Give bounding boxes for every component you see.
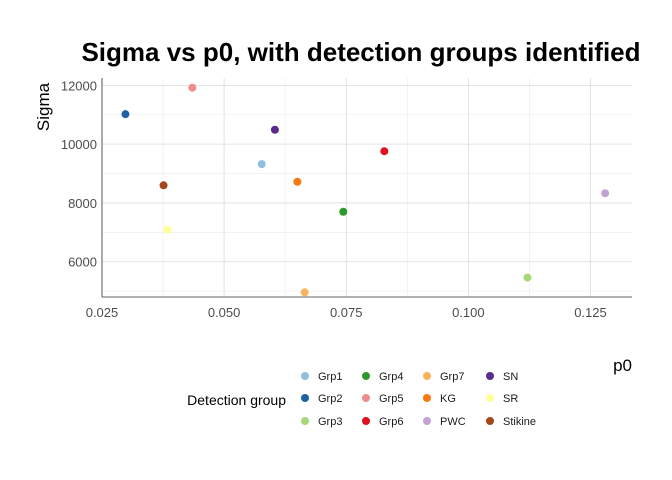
legend-label-grp7: Grp7 — [440, 371, 464, 383]
legend-key-grp6 — [362, 417, 370, 425]
legend-key-grp7 — [423, 372, 431, 380]
legend-key-kg — [423, 394, 431, 402]
point-grp6 — [380, 147, 389, 156]
point-sn — [270, 125, 279, 134]
legend-title: Detection group — [187, 392, 286, 408]
point-grp4 — [339, 207, 348, 216]
grid — [101, 78, 632, 298]
y-tick-label: 6000 — [68, 255, 97, 270]
point-kg — [293, 177, 302, 186]
legend-key-grp4 — [362, 372, 370, 380]
legend-key-sn — [486, 372, 494, 380]
point-grp5 — [188, 83, 197, 92]
legend-label-stikine: Stikine — [503, 416, 536, 428]
legend-label-grp1: Grp1 — [318, 371, 342, 383]
legend-key-grp5 — [362, 394, 370, 402]
legend: Grp1 Grp2 Grp3 Grp4 Grp5 Grp6 Grp7 KG PWC SN SR Sti… — [301, 371, 536, 428]
legend-key-grp1 — [301, 372, 309, 380]
legend-key-pwc — [423, 417, 431, 425]
legend-key-grp3 — [301, 417, 309, 425]
data-points — [121, 83, 610, 297]
point-grp1 — [257, 160, 266, 169]
legend-key-stikine — [486, 417, 494, 425]
point-grp2 — [121, 110, 130, 119]
legend-label-grp6: Grp6 — [379, 416, 403, 428]
legend-key-sr — [486, 394, 494, 402]
legend-label-kg: KG — [440, 393, 456, 405]
y-axis-ticks: 6000 8000 10000 12000 — [61, 78, 97, 269]
chart-title: Sigma vs p0, with detection groups ident… — [81, 37, 640, 67]
point-sr — [163, 225, 172, 234]
legend-label-sn: SN — [503, 371, 518, 383]
legend-key-grp2 — [301, 394, 309, 402]
legend-label-pwc: PWC — [440, 416, 466, 428]
y-tick-label: 10000 — [61, 137, 97, 152]
point-grp3 — [523, 273, 532, 282]
legend-label-grp4: Grp4 — [379, 371, 403, 383]
y-tick-label: 8000 — [68, 196, 97, 211]
x-tick-label: 0.050 — [208, 305, 241, 320]
x-tick-label: 0.075 — [330, 305, 363, 320]
x-tick-label: 0.025 — [86, 305, 119, 320]
point-pwc — [601, 189, 610, 198]
legend-label-sr: SR — [503, 393, 518, 405]
legend-label-grp3: Grp3 — [318, 416, 342, 428]
point-stikine — [159, 181, 168, 190]
point-grp7 — [300, 288, 309, 297]
y-axis-title: Sigma — [34, 82, 53, 131]
x-tick-label: 0.125 — [574, 305, 607, 320]
x-axis-title: p0 — [613, 356, 632, 375]
x-axis-ticks: 0.025 0.050 0.075 0.100 0.125 — [86, 305, 607, 320]
y-tick-label: 12000 — [61, 78, 97, 93]
x-tick-label: 0.100 — [452, 305, 485, 320]
legend-label-grp2: Grp2 — [318, 393, 342, 405]
legend-label-grp5: Grp5 — [379, 393, 403, 405]
